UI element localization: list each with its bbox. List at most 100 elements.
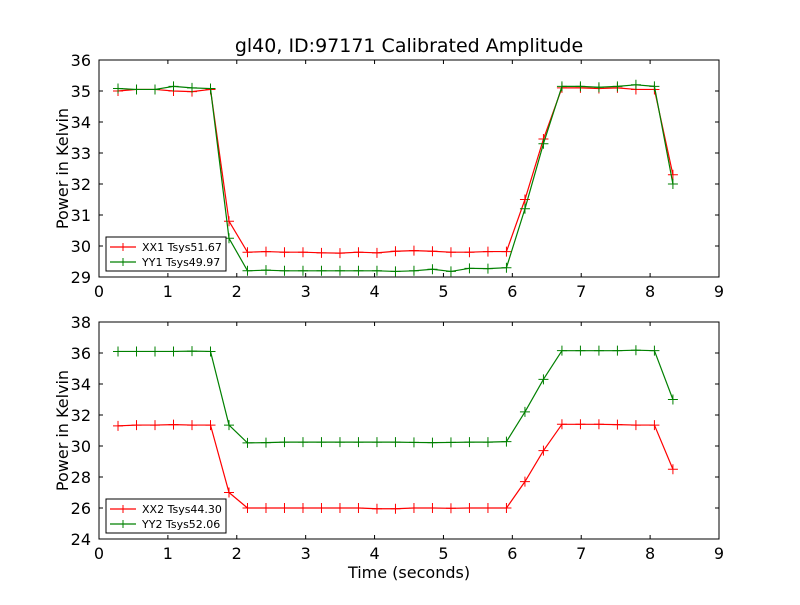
data-point bbox=[667, 169, 678, 180]
data-point bbox=[427, 437, 438, 448]
data-point bbox=[538, 445, 549, 456]
data-point bbox=[390, 246, 401, 257]
data-point bbox=[297, 503, 308, 513]
data-point bbox=[667, 179, 678, 189]
data-point bbox=[556, 81, 567, 92]
data-point bbox=[519, 476, 530, 487]
y-tick-label: 30 bbox=[71, 237, 91, 256]
y-tick-label: 34 bbox=[71, 375, 91, 394]
x-tick-label: 6 bbox=[507, 544, 517, 563]
legend-box bbox=[105, 498, 227, 534]
data-point bbox=[538, 374, 549, 385]
data-point bbox=[334, 248, 345, 259]
x-tick-label: 9 bbox=[714, 282, 724, 301]
data-point bbox=[519, 203, 530, 214]
legend-marker bbox=[118, 505, 126, 513]
data-point bbox=[316, 503, 327, 513]
data-point bbox=[390, 266, 401, 277]
data-point bbox=[353, 265, 364, 276]
y-tick-label: 33 bbox=[71, 144, 91, 163]
data-point bbox=[260, 437, 271, 448]
x-tick-label: 6 bbox=[507, 282, 517, 301]
axes-frame bbox=[98, 321, 720, 540]
data-point bbox=[353, 247, 364, 258]
data-point bbox=[556, 345, 567, 356]
data-point bbox=[593, 419, 604, 430]
legend-marker bbox=[118, 520, 126, 528]
data-point bbox=[649, 420, 660, 431]
data-point bbox=[612, 345, 623, 356]
legend-marker bbox=[118, 258, 126, 266]
data-point bbox=[297, 437, 308, 448]
x-tick-label: 7 bbox=[576, 282, 586, 301]
data-point bbox=[538, 138, 549, 149]
data-point bbox=[131, 346, 142, 357]
legend-label: YY1 Tsys49.97 bbox=[141, 256, 220, 269]
data-point bbox=[279, 265, 290, 276]
data-point bbox=[371, 265, 382, 276]
data-point bbox=[427, 246, 438, 257]
x-tick-label: 5 bbox=[438, 544, 448, 563]
data-point bbox=[630, 79, 641, 90]
x-tick-label: 4 bbox=[369, 544, 379, 563]
data-point bbox=[260, 246, 271, 257]
y-tick-label: 26 bbox=[71, 499, 91, 518]
data-point bbox=[649, 345, 660, 356]
data-point bbox=[113, 346, 124, 357]
data-point bbox=[519, 406, 530, 417]
data-point bbox=[260, 503, 271, 513]
y-axis-label: Power in Kelvin bbox=[53, 108, 72, 229]
data-point bbox=[630, 345, 641, 356]
data-point bbox=[408, 265, 419, 276]
data-point bbox=[667, 394, 678, 405]
data-point bbox=[408, 245, 419, 256]
data-point bbox=[630, 420, 641, 431]
x-tick-label: 8 bbox=[645, 282, 655, 301]
data-point bbox=[482, 503, 493, 513]
data-point bbox=[242, 503, 253, 513]
x-tick-label: 4 bbox=[369, 282, 379, 301]
data-point bbox=[445, 503, 456, 514]
data-point bbox=[187, 420, 197, 431]
data-point bbox=[593, 82, 604, 93]
data-point bbox=[464, 247, 475, 258]
y-tick-label: 32 bbox=[71, 175, 91, 194]
data-point bbox=[464, 263, 475, 274]
data-point bbox=[427, 503, 438, 513]
data-point bbox=[501, 503, 512, 513]
data-point bbox=[168, 346, 179, 357]
chart-title: gl40, ID:97171 Calibrated Amplitude bbox=[235, 35, 583, 57]
legend-marker bbox=[118, 243, 126, 251]
x-tick-label: 7 bbox=[576, 544, 586, 563]
y-axis-label: Power in Kelvin bbox=[53, 370, 72, 491]
data-point bbox=[482, 263, 493, 274]
y-tick-label: 35 bbox=[71, 82, 91, 101]
data-point bbox=[519, 194, 530, 205]
data-point bbox=[113, 83, 124, 94]
y-tick-label: 31 bbox=[71, 206, 91, 225]
data-point bbox=[575, 345, 586, 356]
axes-frame bbox=[98, 59, 720, 278]
y-tick-label: 34 bbox=[71, 113, 91, 132]
data-point bbox=[556, 419, 567, 430]
data-point bbox=[279, 247, 290, 258]
data-point bbox=[205, 346, 216, 357]
data-point bbox=[334, 437, 345, 448]
data-point bbox=[205, 420, 216, 431]
data-point bbox=[371, 247, 382, 258]
data-point bbox=[187, 82, 197, 93]
legend-label: XX1 Tsys51.67 bbox=[142, 241, 222, 254]
data-point bbox=[390, 503, 401, 514]
data-point bbox=[445, 437, 456, 448]
legend-label: XX2 Tsys44.30 bbox=[142, 503, 222, 516]
data-point bbox=[316, 437, 327, 448]
data-point bbox=[408, 503, 419, 513]
x-tick-label: 2 bbox=[232, 282, 242, 301]
data-point bbox=[242, 265, 253, 276]
data-point bbox=[353, 437, 364, 448]
x-tick-label: 1 bbox=[163, 544, 173, 563]
data-point bbox=[353, 503, 364, 513]
x-tick-label: 2 bbox=[232, 544, 242, 563]
